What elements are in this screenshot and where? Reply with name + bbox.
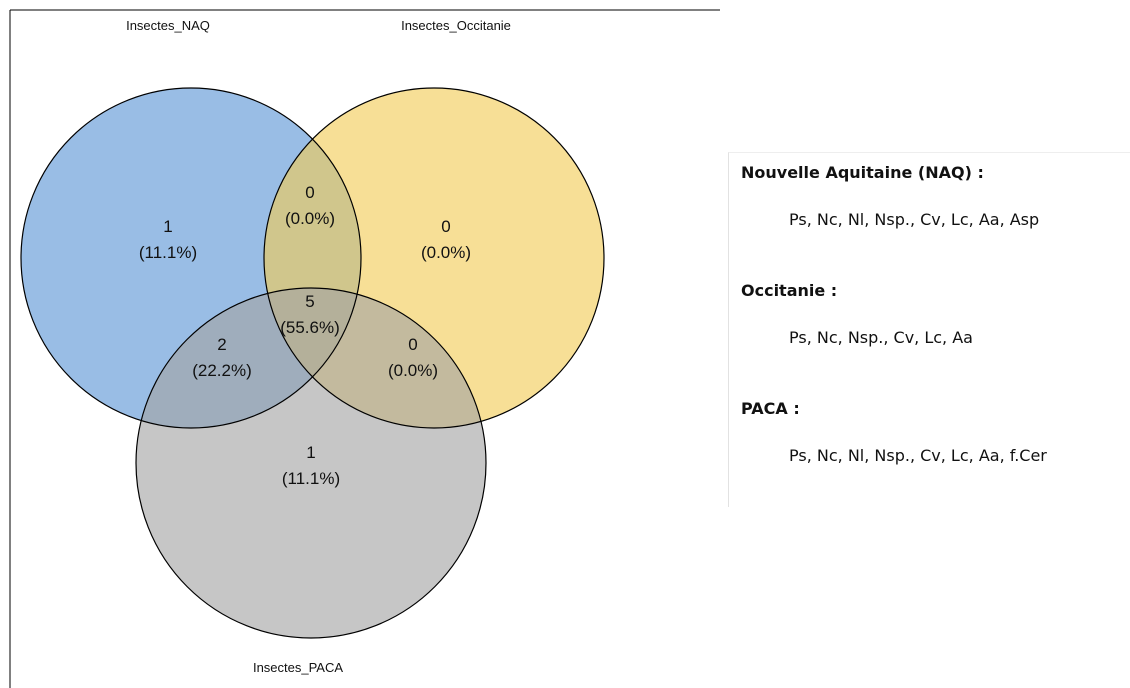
set-label: Insectes_NAQ bbox=[126, 18, 210, 33]
set-outline bbox=[20, 87, 362, 429]
region-count: 5 bbox=[305, 292, 314, 311]
set-label: Insectes_Occitanie bbox=[401, 18, 511, 33]
region-percent: (0.0%) bbox=[388, 361, 438, 380]
region-count: 0 bbox=[305, 183, 314, 202]
region-percent: (11.1%) bbox=[139, 243, 197, 262]
species-list: Ps, Nc, Nl, Nsp., Cv, Lc, Aa, Asp bbox=[789, 210, 1040, 229]
set-outline bbox=[263, 87, 605, 429]
set-circle bbox=[136, 288, 486, 638]
region-percent: (0.0%) bbox=[421, 243, 471, 262]
region-count: 2 bbox=[217, 335, 226, 354]
region-count: 1 bbox=[306, 443, 315, 462]
region-percent: (22.2%) bbox=[192, 361, 252, 380]
legend-panel: Nouvelle Aquitaine (NAQ) : Ps, Nc, Nl, Ns… bbox=[728, 152, 1130, 507]
region-title: PACA : bbox=[741, 399, 800, 418]
species-list: Ps, Nc, Nl, Nsp., Cv, Lc, Aa, f.Cer bbox=[789, 446, 1047, 465]
species-list: Ps, Nc, Nsp., Cv, Lc, Aa bbox=[789, 328, 973, 347]
region-percent: (0.0%) bbox=[285, 209, 335, 228]
set-outline bbox=[135, 287, 487, 639]
region-title: Nouvelle Aquitaine (NAQ) : bbox=[741, 163, 984, 182]
region-title: Occitanie : bbox=[741, 281, 838, 300]
region-count: 0 bbox=[408, 335, 417, 354]
region-percent: (11.1%) bbox=[282, 469, 340, 488]
region-count: 1 bbox=[163, 217, 172, 236]
region-percent: (55.6%) bbox=[280, 318, 340, 337]
region-count: 0 bbox=[441, 217, 450, 236]
set-label: Insectes_PACA bbox=[253, 660, 343, 675]
venn-diagram: Insectes_NAQ Insectes_Occitanie Insectes_P… bbox=[9, 9, 720, 688]
